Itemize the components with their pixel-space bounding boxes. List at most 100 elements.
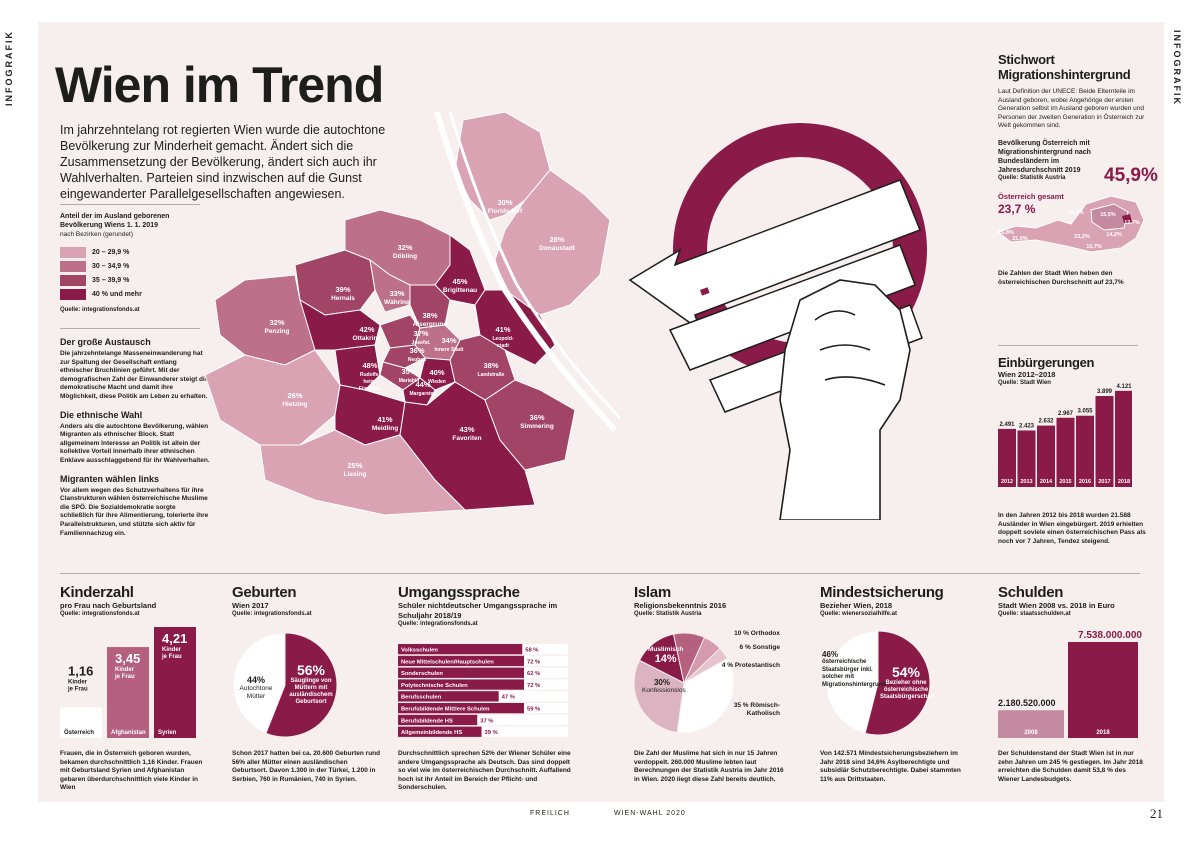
district-donaustadt: [494, 169, 611, 316]
mindest-title: Mindestsicherung: [820, 584, 944, 601]
district-name: Rudolfs-: [360, 372, 381, 378]
bar: [398, 679, 524, 690]
bar: [398, 655, 524, 667]
bar: [398, 644, 523, 655]
district-name: Neubau: [408, 357, 426, 363]
district-name: Wieden: [428, 379, 446, 385]
bar-category-label: Österreich: [64, 729, 94, 736]
islam-header: Islam Religionsbekenntnis 2016 Quelle: S…: [634, 584, 784, 618]
district-pct: 35%: [401, 367, 416, 376]
state-value: 12,7%: [1124, 220, 1140, 226]
legend-label: 40 % und mehr: [92, 290, 142, 298]
district-margareten: [402, 377, 436, 406]
district-pct: 37%: [413, 329, 428, 338]
geburten-label-b: 44% Autochtone Mütter: [239, 675, 273, 700]
schulden-chart: 2.180.520.000 2008 7.538.000.000 2018: [998, 630, 1142, 738]
bar: [1115, 390, 1132, 487]
bar: [398, 703, 524, 714]
stichwort-title: Stichwort Migrationshintergrund: [998, 52, 1131, 82]
umgangssprache-title: Umgangssprache: [398, 584, 520, 601]
district-wieden: [419, 357, 456, 391]
mindest-label-b: 46% österreichische Staatsbürger inkl. s…: [822, 650, 886, 688]
bar-value-label: 3,45: [115, 651, 140, 666]
schulden-source: Quelle: staatsschulden.at: [998, 611, 1071, 617]
text-block-heading: Der große Austausch: [60, 337, 151, 347]
page-title: Wien im Trend: [55, 57, 384, 113]
pie-slice: [864, 630, 931, 736]
district-name: Währing: [384, 299, 410, 306]
bar: [107, 647, 149, 738]
vienna-value: 45,9%: [1104, 165, 1158, 186]
bar-category-label: 2012: [1001, 479, 1013, 485]
bar-unit-label: je Frau: [161, 654, 182, 660]
district-pct: 41%: [377, 415, 392, 424]
bar-category-label: 2018: [1096, 730, 1110, 736]
bar-category-label: Polytechnische Schulen: [401, 683, 468, 689]
district-liesing: [259, 429, 467, 516]
district-name: Alsergrund: [413, 321, 448, 328]
umgangssprache-header: Umgangssprache Schüler nichtdeutscher Um…: [398, 584, 578, 628]
bar-value-label: 4.121: [1116, 384, 1132, 390]
kinderzahl-note: Frauen, die in Österreich geboren wurden…: [60, 750, 203, 792]
district-name: Liesing: [344, 471, 367, 478]
state-value: 15,7%: [1086, 244, 1102, 250]
district-mariahilf: [379, 361, 421, 391]
islam-title: Islam: [634, 584, 671, 601]
district-name: Hietzing: [282, 401, 307, 408]
district-pct: 45%: [452, 277, 467, 286]
geburten-subtitle: Wien 2017: [232, 601, 269, 610]
schulden-header: Schulden Stadt Wien 2008 vs. 2018 in Eur…: [998, 584, 1148, 618]
einbuergerungen-title: Einbürgerungen: [998, 355, 1095, 370]
islam-legend-item: 35 % Römisch-Katholisch: [733, 702, 780, 717]
islam-subtitle: Religionsbekenntnis 2016: [634, 601, 727, 610]
bar-category-label: Berufsbildende HS: [401, 718, 453, 724]
pie-slice: [825, 630, 879, 734]
legend-label: 35 – 39,9 %: [92, 276, 130, 284]
bar-category-label: 2008: [1024, 730, 1038, 736]
einbuergerungen-subtitle: Wien 2012–2018: [998, 370, 1056, 379]
bar-value-label: 2.491: [999, 422, 1015, 428]
geburten-note: Schon 2017 hatten bei ca. 20.600 Geburte…: [232, 750, 381, 783]
divider: [60, 204, 200, 205]
pie-slice: [633, 659, 685, 734]
bar: [1068, 642, 1138, 738]
legend-item: 40 % und mehr: [60, 287, 210, 301]
page-number: 21: [1150, 806, 1163, 821]
mindest-label-a: 54% Bezieher ohne österreichische Staats…: [880, 664, 935, 700]
bar: [1037, 425, 1055, 487]
geburten-source: Quelle: integrationsfonds.at: [232, 611, 312, 617]
bar: [998, 710, 1064, 738]
legend-swatch: [60, 288, 86, 300]
bar-value-label: 3.055: [1077, 409, 1093, 415]
bar-value-label: 37 %: [480, 718, 493, 724]
district-pct: 43%: [459, 425, 474, 434]
bar-value-label: 47 %: [502, 695, 515, 701]
bar-unit-label: Kinder: [68, 679, 88, 685]
district-pct: 34%: [441, 336, 456, 345]
mindest-pie: [825, 630, 931, 736]
district-name: Ottakring: [353, 335, 382, 342]
islam-pie: [633, 632, 735, 734]
lead-text: Im jahrzehntelang rot regierten Wien wur…: [60, 123, 386, 201]
islam-legend-item: 6 % Sonstige: [739, 644, 780, 651]
umgangssprache-source: Quelle: integrationsfonds.at: [398, 621, 478, 627]
district-name: Meidling: [372, 425, 398, 432]
district-name: stadt: [497, 343, 509, 349]
bar-category-label: 2016: [1079, 479, 1091, 485]
islam-konf-label: 30% Konfessionslos: [642, 678, 686, 694]
geburten-pie: [232, 632, 338, 738]
bar: [1076, 415, 1094, 487]
schulden-title: Schulden: [998, 584, 1064, 601]
raised-fist-icon: [779, 279, 911, 520]
legend-item: 30 – 34,9 %: [60, 259, 210, 273]
district-pct: 44%: [415, 380, 430, 389]
bar: [398, 726, 482, 737]
text-block-heading: Migranten wählen links: [60, 473, 160, 484]
text-block-heading: Die ethnische Wahl: [60, 409, 143, 420]
text-block-body: Die jahrzehntelange Masseneinwanderung h…: [60, 350, 209, 400]
state-value: 14,2%: [1106, 232, 1122, 238]
district-name: heim-: [363, 379, 377, 385]
umgangssprache-chart: Volksschulen 58 % Neue Mittelschulen/Haupt…: [398, 644, 568, 737]
bar: [1017, 430, 1036, 487]
text-block-body: Vor allem wegen des Schutzverhaltens für…: [60, 486, 209, 537]
